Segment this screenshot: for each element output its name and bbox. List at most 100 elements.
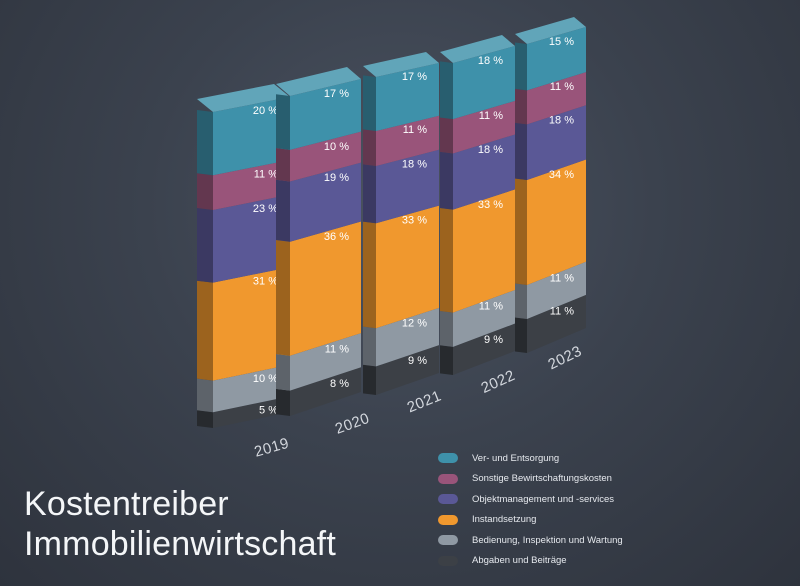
bar-segment <box>453 46 515 120</box>
bar-segment <box>376 307 439 367</box>
data-label: 31 % <box>253 275 278 287</box>
data-label: 19 % <box>324 172 349 184</box>
data-label: 12 % <box>402 318 427 330</box>
legend-item: Abgaben und Beiträge <box>438 551 623 572</box>
bar-side-abgaben-und-beitr-ge <box>440 345 453 375</box>
legend-label: Objektmanagement und -services <box>472 493 615 505</box>
bar-segment <box>527 27 586 91</box>
bar-top-face <box>197 84 290 112</box>
legend-label: Sonstige Bewirtschaftungskosten <box>472 473 612 485</box>
bar-segment <box>453 290 515 347</box>
bar-side-ver-und-entsorgung <box>197 110 213 176</box>
bar-2019: 5 % 10 % 31 % 23 % 11 % 20 % <box>197 84 290 428</box>
data-label: 11 % <box>479 300 503 312</box>
bar-side-abgaben-und-beitr-ge <box>276 388 290 416</box>
data-label: 11 % <box>479 110 503 122</box>
bar-side-bedienung-inspektion-und-wartung <box>197 378 213 413</box>
bar-side-sonstige-bewirtschaftungskosten <box>515 88 527 125</box>
bar-side-ver-und-entsorgung <box>440 61 453 120</box>
legend-swatch <box>438 535 458 546</box>
bar-side-instandsetzung <box>197 280 213 381</box>
bar-side-objektmanagement-und-services <box>197 208 213 283</box>
title-line-1: Kostentreiber <box>24 485 229 523</box>
legend-swatch <box>438 473 458 484</box>
bar-segment <box>527 261 586 320</box>
bar-side-instandsetzung <box>440 207 453 313</box>
bar-side-objektmanagement-und-services <box>515 122 527 180</box>
bar-segment <box>527 105 586 180</box>
data-label: 10 % <box>324 141 349 153</box>
data-label: 18 % <box>549 115 574 127</box>
bar-segment <box>290 79 361 150</box>
bar-side-ver-und-entsorgung <box>363 75 376 132</box>
data-label: 15 % <box>549 36 574 48</box>
bar-segment <box>290 221 361 356</box>
bar-side-ver-und-entsorgung <box>276 94 290 150</box>
legend-label: Bedienung, Inspektion und Wartung <box>472 534 623 546</box>
bar-2021: 9 % 12 % 33 % 18 % 11 % 17 % <box>363 52 439 395</box>
data-label: 18 % <box>478 144 503 156</box>
data-label: 34 % <box>549 169 574 181</box>
data-label: 36 % <box>324 231 349 243</box>
bar-side-abgaben-und-beitr-ge <box>197 410 213 428</box>
legend-item: Sonstige Bewirtschaftungskosten <box>438 469 623 490</box>
bar-segment <box>213 396 290 428</box>
bar-segment <box>527 159 586 286</box>
bar-side-sonstige-bewirtschaftungskosten <box>363 129 376 167</box>
bar-2022: 9 % 11 % 33 % 18 % 11 % 18 % <box>440 35 515 375</box>
legend-label: Instandsetzung <box>472 514 537 526</box>
data-label: 5 % <box>259 405 278 417</box>
bar-segment <box>213 194 290 283</box>
data-label: 11 % <box>550 306 574 318</box>
data-label: 11 % <box>254 168 278 180</box>
bar-segment <box>453 100 515 154</box>
bar-side-objektmanagement-und-services <box>363 164 376 224</box>
bar-segment <box>290 367 361 416</box>
legend-item: Bedienung, Inspektion und Wartung <box>438 530 623 551</box>
data-label: 33 % <box>478 199 503 211</box>
legend-item: Objektmanagement und -services <box>438 489 623 510</box>
category-label: 2022 <box>479 367 518 397</box>
data-label: 8 % <box>330 378 349 390</box>
data-label: 18 % <box>402 158 427 170</box>
data-label: 17 % <box>402 71 427 83</box>
bar-segment <box>376 149 439 224</box>
bar-side-abgaben-und-beitr-ge <box>363 364 376 395</box>
bar-side-bedienung-inspektion-und-wartung <box>440 310 453 347</box>
bar-side-bedienung-inspektion-und-wartung <box>363 326 376 367</box>
bar-side-bedienung-inspektion-und-wartung <box>515 283 527 320</box>
bar-segment <box>213 267 290 381</box>
data-label: 20 % <box>253 105 278 117</box>
bar-segment <box>453 189 515 313</box>
data-label: 10 % <box>253 373 278 385</box>
legend-item: Ver- und Entsorgung <box>438 448 623 469</box>
bar-segment <box>376 63 439 132</box>
legend: Ver- und Entsorgung Sonstige Bewirtschaft… <box>438 448 623 571</box>
data-label: 11 % <box>325 343 349 355</box>
bar-top-face <box>276 67 361 96</box>
title-line-2: Immobilienwirtschaft <box>24 525 336 563</box>
bar-segment <box>527 294 586 353</box>
data-label: 11 % <box>550 272 574 284</box>
bar-top-face <box>363 52 439 77</box>
legend-swatch <box>438 494 458 505</box>
data-label: 33 % <box>402 215 427 227</box>
legend-label: Abgaben und Beiträge <box>472 555 567 567</box>
bar-segment <box>453 134 515 210</box>
bar-side-ver-und-entsorgung <box>515 42 527 91</box>
data-label: 9 % <box>408 355 427 367</box>
category-label: 2020 <box>333 410 372 438</box>
legend-swatch <box>438 514 458 525</box>
legend-label: Ver- und Entsorgung <box>472 452 560 464</box>
bar-side-objektmanagement-und-services <box>440 151 453 210</box>
bar-side-objektmanagement-und-services <box>276 179 290 242</box>
data-label: 23 % <box>253 203 278 215</box>
bar-segment <box>290 333 361 391</box>
bar-side-instandsetzung <box>276 239 290 356</box>
bar-side-sonstige-bewirtschaftungskosten <box>197 173 213 210</box>
bar-2023: 11 % 11 % 34 % 18 % 11 % 15 % <box>515 17 586 353</box>
category-label: 2021 <box>405 387 444 416</box>
bar-segment <box>453 323 515 375</box>
bar-segment <box>527 72 586 125</box>
